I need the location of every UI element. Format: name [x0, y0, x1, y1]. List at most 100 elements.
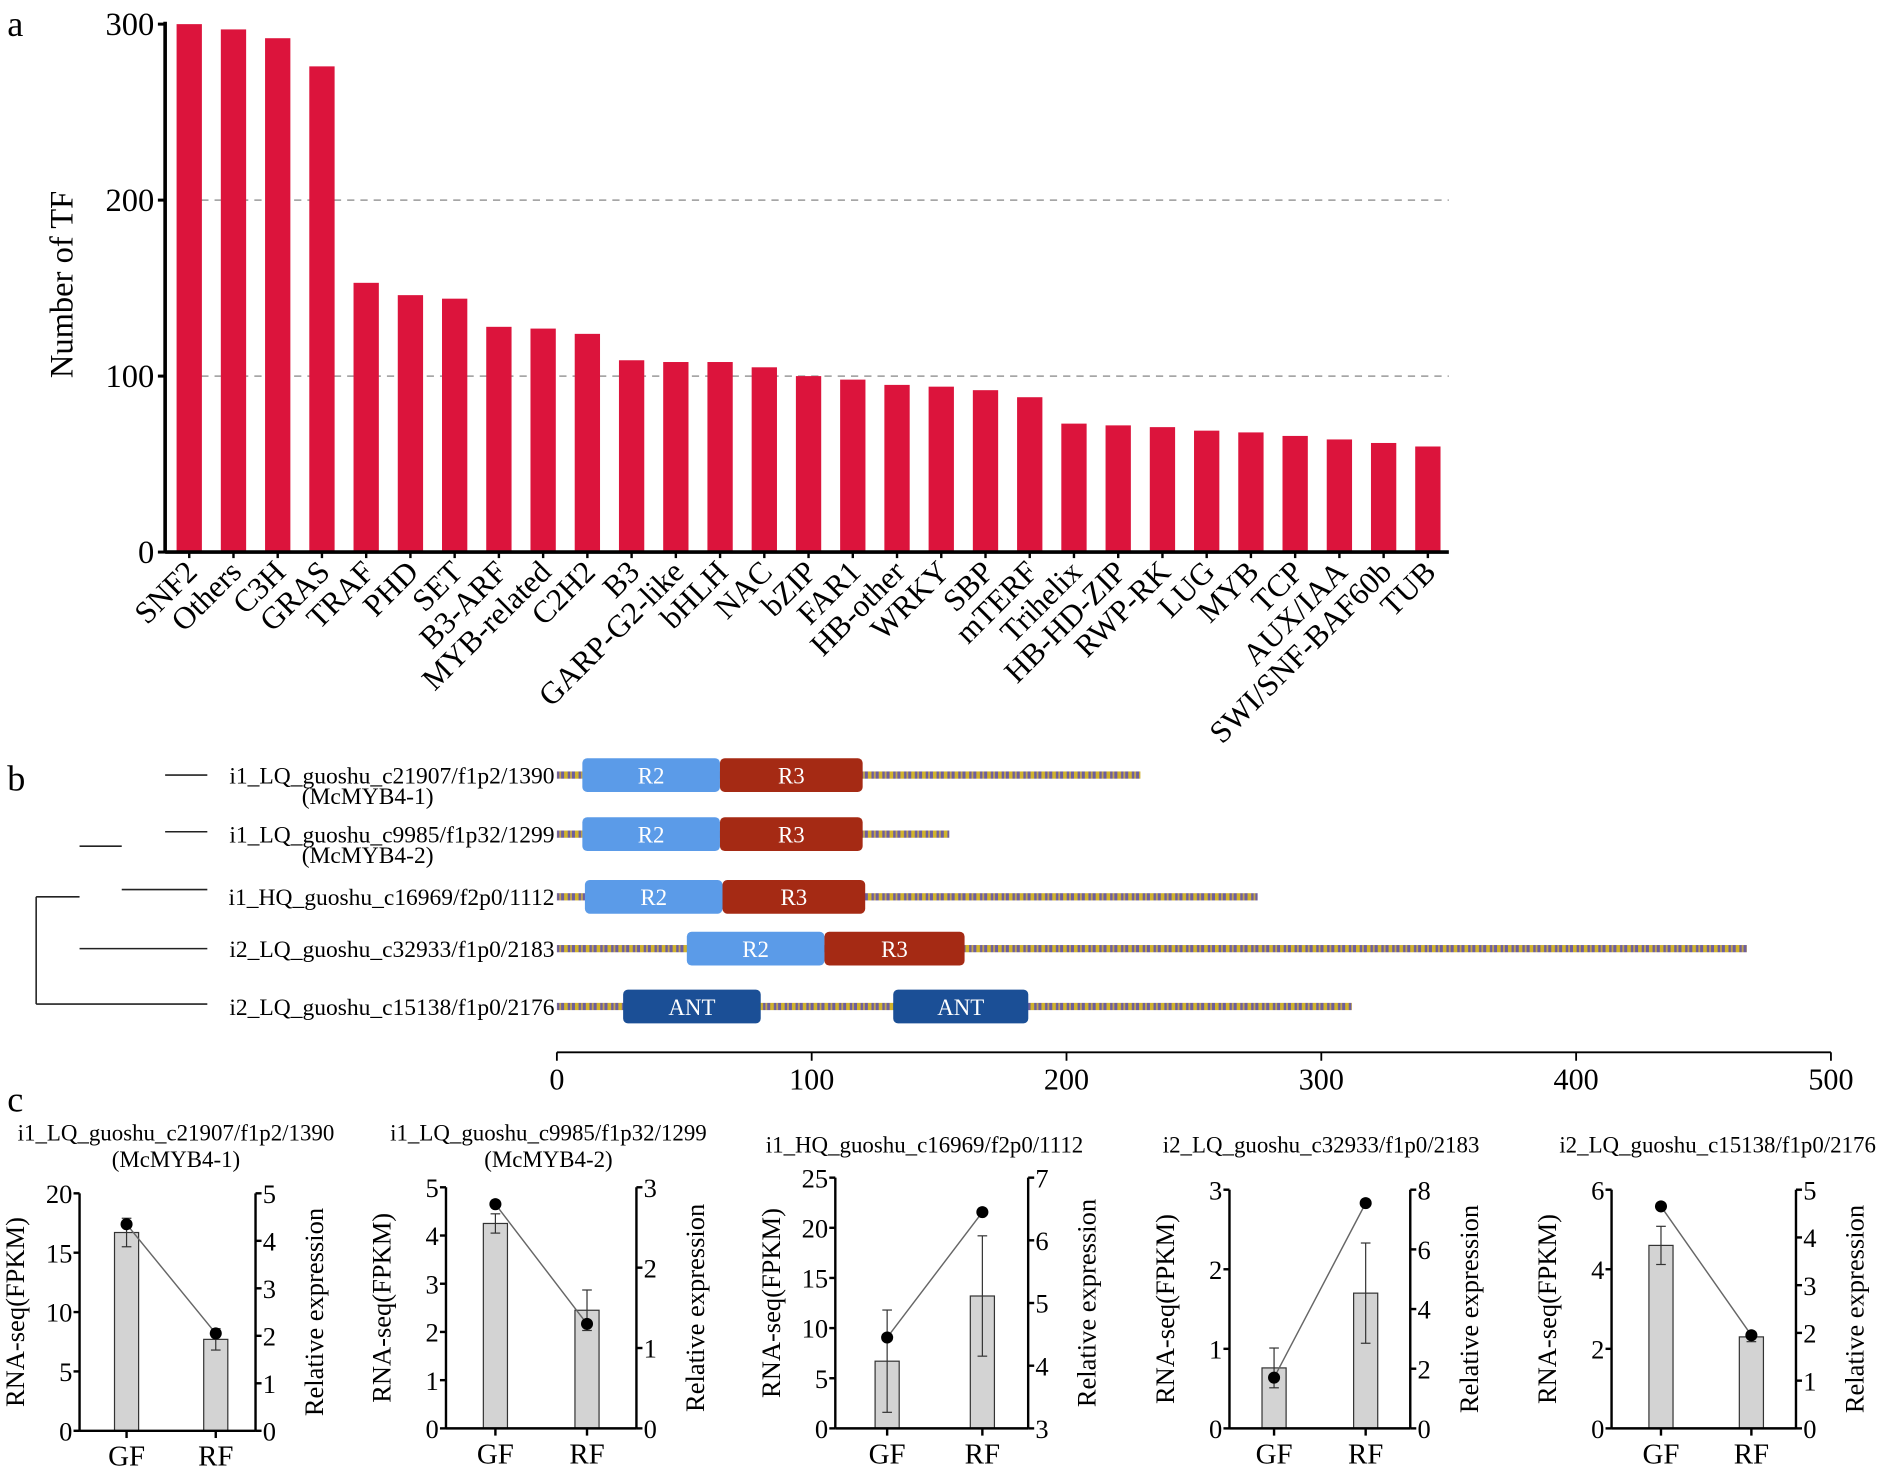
relative-expression-point-rf [209, 1327, 222, 1340]
right-y-tick-label: 1 [263, 1369, 276, 1399]
left-y-tick-label: 3 [1209, 1175, 1222, 1205]
length-tick-label: 0 [549, 1063, 564, 1097]
bar-set [442, 298, 468, 553]
length-tick-label: 400 [1554, 1063, 1599, 1097]
relative-expression-point-rf [1359, 1197, 1372, 1210]
bar-swi-snf-baf60b [1370, 442, 1397, 553]
length-tick-label: 100 [789, 1063, 834, 1097]
bar-rwp-rk [1149, 427, 1176, 553]
relative-expression-point-gf [489, 1198, 502, 1211]
left-y-axis-label: RNA-seq(FPKM) [0, 1217, 30, 1407]
bar-snf2 [176, 24, 202, 553]
left-y-tick-label: 4 [1591, 1255, 1604, 1285]
left-y-tick-label: 0 [59, 1416, 72, 1446]
x-tick-label: RF [965, 1438, 1000, 1470]
bar-gras [309, 66, 335, 553]
right-y-axis-label: Relative expression [299, 1208, 329, 1416]
x-tick-label: RF [1734, 1438, 1769, 1470]
domain-ant [893, 989, 1029, 1024]
expression-plot-1: i1_LQ_guoshu_c21907/f1p2/1390(McMYB4-1) G… [0, 1120, 334, 1472]
left-y-tick-label: 0 [1591, 1414, 1604, 1444]
left-y-tick-label: 3 [426, 1269, 439, 1299]
left-y-tick-label: 2 [1591, 1334, 1604, 1364]
panel-label-b: b [7, 759, 25, 799]
bar-c3h [265, 38, 291, 553]
right-y-tick-label: 8 [1418, 1175, 1431, 1205]
domain-r3 [719, 758, 863, 792]
left-y-tick-label: 0 [815, 1414, 828, 1444]
relative-expression-point-rf [580, 1317, 594, 1330]
left-y-tick-label: 20 [46, 1179, 72, 1209]
left-y-axis-label: RNA-seq(FPKM) [1150, 1214, 1180, 1404]
panel-label-c: c [7, 1079, 23, 1119]
right-y-axis-label: Relative expression [1072, 1199, 1102, 1407]
relative-expression-line [1660, 1206, 1752, 1336]
expression-plot-5: i2_LQ_guoshu_c15138/f1p0/2176 GF RF 0 2 4 6 0 1 2… [1532, 1132, 1876, 1470]
bar-b3-arf [486, 326, 512, 553]
bar-aux-iaa [1326, 439, 1353, 553]
right-y-tick-label: 2 [263, 1321, 276, 1351]
right-y-tick-label: 4 [1418, 1295, 1431, 1325]
bar-bzip [795, 376, 822, 553]
bar-lug [1194, 430, 1220, 553]
right-y-axis-label: Relative expression [1454, 1205, 1484, 1413]
expression-plot-3: i1_HQ_guoshu_c16969/f2p0/1112 GF RF 0 5 10 15 2… [756, 1132, 1102, 1470]
x-tick-label: RF [1348, 1438, 1383, 1470]
right-y-tick-label: 7 [1035, 1163, 1048, 1193]
gene-label: i2_LQ_guoshu_c15138/f1p0/2176 [229, 995, 554, 1021]
left-y-tick-label: 6 [1591, 1175, 1604, 1205]
bar-hb-other [884, 384, 910, 553]
relative-expression-point-gf [1654, 1200, 1668, 1213]
right-y-tick-label: 3 [1803, 1271, 1816, 1301]
right-y-tick-label: 4 [263, 1226, 276, 1256]
domain-label: R2 [640, 885, 667, 910]
domain-r2 [582, 817, 720, 852]
bar-tcp [1282, 435, 1308, 553]
left-y-axis-label: RNA-seq(FPKM) [1532, 1214, 1562, 1404]
right-y-tick-label: 0 [644, 1414, 657, 1444]
bar-sbp [972, 390, 999, 553]
right-y-axis-label: Relative expression [680, 1204, 710, 1412]
length-tick-label: 200 [1044, 1063, 1089, 1097]
plot-title: i1_LQ_guoshu_c21907/f1p2/1390 [18, 1120, 335, 1145]
fpkm-bar-gf [1648, 1244, 1674, 1429]
right-y-tick-label: 6 [1035, 1226, 1048, 1256]
right-y-tick-label: 4 [1803, 1223, 1816, 1253]
right-y-axis-label: Relative expression [1839, 1205, 1869, 1413]
bar-mterf [1017, 397, 1043, 553]
fpkm-bar-rf [203, 1338, 229, 1432]
left-y-tick-label: 5 [426, 1173, 439, 1203]
bar-myb-related [530, 328, 556, 553]
gene-label: i2_LQ_guoshu_c32933/f1p0/2183 [229, 937, 554, 963]
right-y-tick-label: 0 [1418, 1414, 1431, 1444]
panel-label-a: a [7, 4, 23, 44]
left-y-tick-label: 0 [1209, 1414, 1222, 1444]
right-y-tick-label: 5 [263, 1179, 276, 1209]
left-y-tick-label: 15 [802, 1264, 829, 1294]
domain-r3 [719, 817, 863, 852]
domain-label: ANT [937, 995, 984, 1020]
gene-label: i1_LQ_guoshu_c21907/f1p2/1390 [229, 764, 554, 790]
x-tick-label: GF [477, 1438, 514, 1470]
bar-hb-hd-zip [1105, 425, 1131, 553]
bar-trihelix [1061, 423, 1087, 553]
panel-c-expression-plots: ci1_LQ_guoshu_c21907/f1p2/1390(McMYB4-1)… [0, 1079, 1876, 1472]
left-y-tick-label: 0 [426, 1414, 439, 1444]
right-y-tick-label: 0 [263, 1416, 276, 1446]
bar-phd [397, 295, 424, 553]
relative-expression-point-gf [1268, 1371, 1281, 1384]
domain-r2 [584, 879, 723, 914]
right-y-tick-label: 6 [1418, 1235, 1431, 1265]
plot-title: i2_LQ_guoshu_c15138/f1p0/2176 [1559, 1132, 1876, 1157]
fpkm-bar-gf [482, 1222, 509, 1429]
domain-label: R3 [780, 885, 807, 910]
length-tick-label: 300 [1299, 1063, 1344, 1097]
bar-myb [1238, 432, 1264, 553]
y-tick-label: 0 [138, 535, 154, 571]
x-tick-label: RF [198, 1441, 233, 1473]
left-y-tick-label: 2 [426, 1318, 439, 1348]
relative-expression-line [126, 1223, 217, 1334]
domain-r2 [582, 758, 720, 792]
